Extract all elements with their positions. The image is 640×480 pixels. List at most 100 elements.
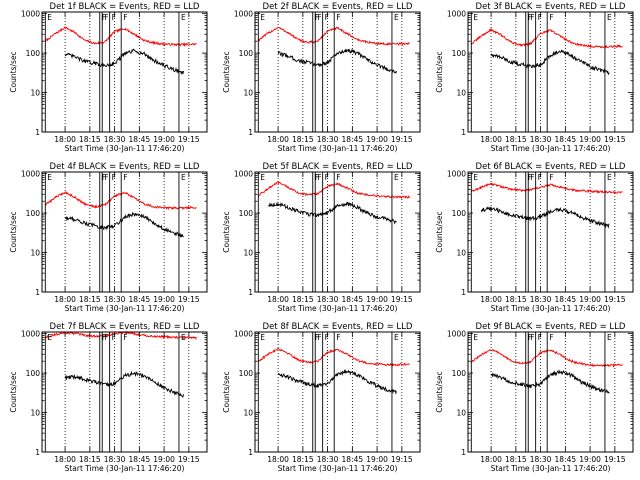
x-tick-label: 18:30 [317,295,339,304]
x-tick-label: 18:30 [104,135,126,144]
events-series-line [64,48,184,76]
y-axis-label: Counts/sec [435,371,444,412]
x-tick-label: 18:45 [129,135,151,144]
events-series-line [277,369,397,395]
y-tick-label: 100 [239,369,254,378]
event-label: F [123,173,127,182]
y-tick-label: 1000 [21,330,40,339]
event-label: F [123,333,127,342]
plot-frame [467,171,634,293]
event-label: F [549,173,553,182]
x-tick-label: 18:30 [530,295,552,304]
x-tick-label: 18:00 [480,455,502,464]
event-label: F [315,333,319,342]
x-tick-label: 19:00 [153,295,175,304]
panel-title: Det 9f BLACK = Events, RED = LLD [476,322,626,332]
event-label: E [607,333,612,342]
panel-title: Det 2f BLACK = Events, RED = LLD [263,2,413,12]
x-tick-label: 19:00 [153,135,175,144]
events-series-line [64,211,184,238]
y-tick-label: 100 [452,49,467,58]
event-label: E [473,173,478,182]
event-label: E [394,173,399,182]
events-series-line [480,206,610,229]
event-label: F [112,333,116,342]
y-tick-label: 10 [30,249,40,258]
y-tick-label: 1 [248,448,253,457]
event-label: F [112,13,116,22]
y-tick-label: 1000 [447,330,466,339]
x-tick-label: 18:15 [79,455,101,464]
event-label: F [317,13,321,22]
x-tick-label: 18:45 [555,295,577,304]
y-tick-label: 1000 [447,170,466,179]
plot-frame [467,11,634,133]
x-tick-label: 18:00 [267,295,289,304]
y-tick-label: 100 [239,49,254,58]
x-axis-label: Start Time (30-Jan-11 17:46:20) [278,144,398,153]
x-tick-label: 18:45 [342,135,364,144]
x-tick-label: 18:45 [342,455,364,464]
x-tick-label: 18:45 [555,135,577,144]
y-tick-label: 100 [452,369,467,378]
x-tick-label: 19:15 [178,135,200,144]
event-label: F [325,333,329,342]
x-tick-label: 18:30 [104,455,126,464]
x-tick-label: 19:00 [366,295,388,304]
event-label: F [104,173,108,182]
plot-frame [41,331,208,453]
x-tick-label: 18:30 [317,135,339,144]
y-axis-label: Counts/sec [435,51,444,92]
x-axis-label: Start Time (30-Jan-11 17:46:20) [491,304,611,313]
x-tick-label: 18:00 [267,135,289,144]
y-tick-label: 1 [35,448,40,457]
event-label: E [181,173,186,182]
x-tick-label: 19:15 [178,455,200,464]
x-tick-label: 18:00 [54,295,76,304]
y-tick-label: 10 [456,249,466,258]
x-tick-label: 19:15 [391,295,413,304]
events-series-line [490,369,610,394]
events-series-line [277,48,397,74]
x-axis-label: Start Time (30-Jan-11 17:46:20) [65,304,185,313]
event-label: F [336,173,340,182]
x-tick-label: 19:00 [579,135,601,144]
event-label: F [530,333,534,342]
x-tick-label: 19:15 [604,295,626,304]
x-tick-label: 18:45 [342,295,364,304]
y-tick-label: 100 [26,369,41,378]
x-axis-label: Start Time (30-Jan-11 17:46:20) [65,464,185,473]
x-tick-label: 18:30 [530,455,552,464]
event-label: E [473,333,478,342]
y-tick-label: 1000 [234,330,253,339]
x-tick-label: 19:15 [391,455,413,464]
x-tick-label: 18:15 [505,295,527,304]
panel-title: Det 1f BLACK = Events, RED = LLD [50,2,200,12]
y-tick-label: 100 [452,209,467,218]
events-series-line [490,49,610,76]
x-axis-label: Start Time (30-Jan-11 17:46:20) [65,144,185,153]
y-axis-label: Counts/sec [435,211,444,252]
y-tick-label: 1 [35,128,40,137]
y-tick-label: 1000 [21,170,40,179]
panel-title: Det 5f BLACK = Events, RED = LLD [263,162,413,172]
x-tick-label: 18:45 [129,295,151,304]
event-label: F [530,13,534,22]
plot-frame [254,11,421,133]
y-tick-label: 10 [30,409,40,418]
event-label: F [336,13,340,22]
x-tick-label: 18:15 [292,455,314,464]
plot-frame [254,331,421,453]
x-tick-label: 18:45 [129,455,151,464]
x-tick-label: 18:00 [54,455,76,464]
y-tick-label: 1 [35,288,40,297]
event-label: F [549,13,553,22]
x-tick-label: 19:00 [153,455,175,464]
event-label: F [530,173,534,182]
x-axis-label: Start Time (30-Jan-11 17:46:20) [278,304,398,313]
x-tick-label: 19:15 [391,135,413,144]
